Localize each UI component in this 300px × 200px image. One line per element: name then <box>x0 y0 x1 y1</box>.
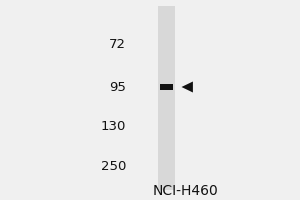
Text: 72: 72 <box>109 38 126 51</box>
Text: 130: 130 <box>100 120 126 134</box>
Polygon shape <box>182 82 193 92</box>
Text: 95: 95 <box>109 81 126 94</box>
Bar <box>158 6 175 190</box>
Bar <box>160 84 173 90</box>
Text: NCI-H460: NCI-H460 <box>153 184 219 198</box>
Text: 250: 250 <box>100 160 126 173</box>
